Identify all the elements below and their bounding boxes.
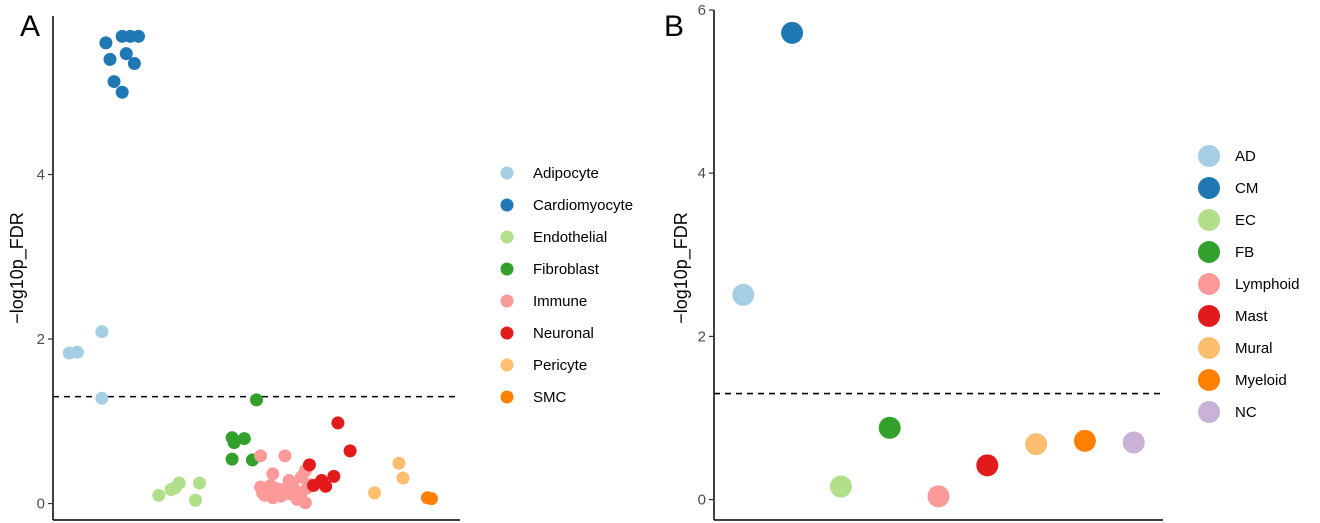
panel-b-legend-label-ec: EC	[1235, 212, 1256, 229]
panel-a-point-fibroblast	[237, 432, 251, 446]
panel-a-point-adipocyte	[95, 391, 109, 405]
panel-b-y-tick-label: 2	[698, 328, 706, 345]
panel-a-legend-label-adipocyte: Adipocyte	[533, 165, 599, 182]
panel-a-point-immune	[254, 449, 268, 463]
panel-a-point-pericyte	[368, 486, 382, 500]
panel-a-point-cardiomyocyte	[115, 85, 129, 99]
panel-a-point-immune	[288, 489, 302, 503]
panel-b-plot	[714, 21, 1161, 508]
panel-b-point-ec	[829, 475, 852, 498]
panel-a-y-axis-title: −log10p_FDR	[7, 212, 28, 324]
panel-a-point-cardiomyocyte	[119, 47, 133, 61]
panel-a-point-endothelial	[188, 493, 202, 507]
panel-a-y-tick-label: 4	[37, 167, 45, 184]
panel-b-point-nc	[1122, 431, 1145, 454]
panel-a-point-cardiomyocyte	[99, 36, 113, 50]
panel-b-legend-key-ec	[1198, 209, 1220, 231]
panel-a-point-fibroblast	[250, 393, 263, 407]
panel-b-legend-label-mural: Mural	[1235, 340, 1273, 357]
panel-a-point-adipocyte	[95, 325, 109, 339]
panel-a-point-immune	[276, 483, 290, 497]
panel-b-legend-key-lymphoid	[1198, 273, 1220, 295]
panel-b-y-tick-label: 4	[698, 165, 706, 182]
panel-a: A −log10p_FDR 0 2 4 Adipocyte Cardiomyocyte…	[7, 10, 633, 521]
panel-a-legend-key-smc	[500, 390, 514, 404]
panel-a-point-cardiomyocyte	[107, 75, 121, 89]
panel-b-y-tick-label: 6	[698, 2, 706, 19]
panel-b-y-ticks: 0 2 4 6	[698, 2, 714, 509]
panel-a-y-ticks: 0 2 4	[37, 167, 53, 513]
panel-a-legend-key-immune	[500, 294, 514, 308]
panel-b-point-mural	[1025, 433, 1048, 456]
panel-a-point-cardiomyocyte	[127, 56, 141, 70]
panel-b-legend-key-cm	[1198, 177, 1220, 199]
panel-b-legend-key-mural	[1198, 337, 1220, 359]
panel-a-legend-key-cardiomyocyte	[500, 198, 514, 212]
panel-a-legend: Adipocyte Cardiomyocyte Endothelial Fibrobl…	[500, 165, 633, 406]
panel-b-y-axis-title: −log10p_FDR	[671, 212, 692, 324]
panel-b-point-mast	[976, 454, 999, 477]
panel-b-point-cm	[781, 21, 804, 44]
panel-a-point-neuronal	[302, 458, 316, 472]
panel-a-legend-label-immune: Immune	[533, 293, 587, 310]
panel-b-point-fb	[878, 416, 901, 439]
panel-b-legend-label-lymphoid: Lymphoid	[1235, 276, 1299, 293]
panel-a-point-endothelial	[152, 488, 166, 502]
panel-a-point-immune	[278, 449, 292, 463]
panel-b-legend-label-nc: NC	[1235, 404, 1257, 421]
panel-a-y-tick-label: 0	[37, 496, 45, 513]
panel-a-legend-label-endothelial: Endothelial	[533, 229, 607, 246]
panel-a-point-immune	[264, 478, 278, 492]
panel-b-point-myeloid	[1073, 429, 1096, 452]
panel-a-point-endothelial	[193, 476, 207, 490]
panel-a-plot	[53, 29, 458, 510]
panel-a-point-adipocyte	[70, 345, 84, 359]
panel-b-point-lymphoid	[927, 485, 950, 508]
panel-a-legend-key-neuronal	[500, 326, 514, 340]
panel-a-point-immune	[298, 496, 312, 510]
panel-b-letter: B	[664, 10, 684, 43]
panel-a-point-cardiomyocyte	[103, 52, 117, 66]
panel-b-y-tick-label: 0	[698, 492, 706, 509]
panel-b-legend-key-myeloid	[1198, 369, 1220, 391]
panel-a-point-endothelial	[172, 476, 186, 490]
panel-a-letter: A	[20, 10, 40, 43]
panel-a-point-neuronal	[343, 444, 357, 458]
panel-b-point-ad	[732, 283, 755, 306]
panel-a-point-fibroblast	[227, 436, 241, 450]
panel-a-y-tick-label: 2	[37, 331, 45, 348]
panel-a-point-fibroblast	[225, 452, 239, 466]
panel-b-legend: AD CM EC FB Lymphoid Mast Mural Myeloid NC	[1198, 145, 1299, 423]
panel-a-legend-key-endothelial	[500, 230, 514, 244]
panel-a-point-neuronal	[331, 416, 345, 430]
panel-a-point-immune	[266, 467, 280, 481]
panel-b-legend-label-cm: CM	[1235, 180, 1258, 197]
panel-a-point-neuronal	[319, 479, 333, 493]
panel-a-legend-label-cardiomyocyte: Cardiomyocyte	[533, 197, 633, 214]
panel-b-legend-key-ad	[1198, 145, 1220, 167]
panel-b-legend-key-fb	[1198, 241, 1220, 263]
panel-a-point-neuronal	[327, 469, 341, 483]
panel-a-legend-key-fibroblast	[500, 262, 514, 276]
panel-b-legend-key-mast	[1198, 305, 1220, 327]
panel-b-legend-label-myeloid: Myeloid	[1235, 372, 1287, 389]
panel-a-legend-label-smc: SMC	[533, 389, 567, 406]
panel-b: B −log10p_FDR 0 2 4 6 AD CM EC FB Lymphoid Mast M…	[664, 2, 1299, 521]
panel-a-point-pericyte	[396, 471, 410, 485]
panel-b-legend-key-nc	[1198, 401, 1220, 423]
panel-a-legend-key-adipocyte	[500, 166, 514, 180]
panel-b-legend-label-fb: FB	[1235, 244, 1254, 261]
panel-a-point-smc	[425, 492, 439, 506]
panel-a-legend-label-pericyte: Pericyte	[533, 357, 587, 374]
panel-a-legend-key-pericyte	[500, 358, 514, 372]
panel-a-legend-label-neuronal: Neuronal	[533, 325, 594, 342]
panel-b-legend-label-ad: AD	[1235, 148, 1256, 165]
panel-a-legend-label-fibroblast: Fibroblast	[533, 261, 600, 278]
panel-a-point-cardiomyocyte	[131, 29, 145, 43]
panel-a-point-pericyte	[392, 456, 406, 470]
panel-b-legend-label-mast: Mast	[1235, 308, 1268, 325]
